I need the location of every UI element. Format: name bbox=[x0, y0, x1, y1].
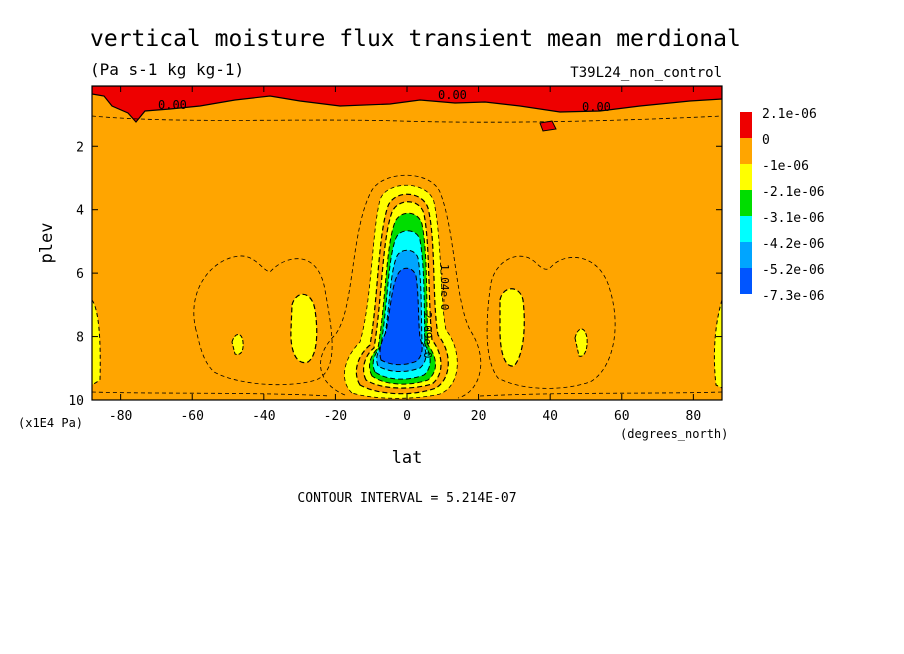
x-tick-label: -40 bbox=[252, 409, 275, 424]
x-axis: -80 -60 -40 -20 0 20 40 60 80 bbox=[109, 86, 701, 424]
legend-label: -7.3e-06 bbox=[762, 289, 825, 304]
y-tick-label: 2 bbox=[76, 140, 84, 155]
north-contour-outer bbox=[486, 255, 616, 389]
x-tick-label: 40 bbox=[542, 409, 558, 424]
legend-label: -4.2e-06 bbox=[762, 237, 825, 252]
dashed-contour bbox=[92, 115, 722, 123]
chart-title: vertical moisture flux transient mean me… bbox=[90, 26, 741, 52]
legend: 2.1e-06 0 -1e-06 -2.1e-06 -3.1e-06 -4.2e-06 -5… bbox=[740, 107, 825, 304]
legend-label: 2.1e-06 bbox=[762, 107, 817, 122]
plot-area bbox=[92, 86, 722, 400]
x-tick-label: 60 bbox=[614, 409, 630, 424]
south-pole-yellow-edge bbox=[92, 299, 101, 386]
upper-positive-region bbox=[92, 86, 722, 123]
x-tick-label: 80 bbox=[686, 409, 702, 424]
legend-label: 0 bbox=[762, 133, 770, 148]
north-yellow-spot bbox=[499, 288, 525, 367]
south-contour-outer bbox=[193, 255, 333, 386]
legend-swatch bbox=[740, 216, 752, 242]
contour-label: 1.04e-0 bbox=[438, 264, 451, 310]
y-tick-label: 10 bbox=[68, 394, 84, 409]
legend-label: -5.2e-06 bbox=[762, 263, 825, 278]
legend-swatch bbox=[740, 242, 752, 268]
contour-label: 0.00 bbox=[438, 88, 467, 102]
north-pole-yellow-edge bbox=[713, 299, 722, 389]
x-axis-label: lat bbox=[392, 448, 423, 468]
x-tick-label: -60 bbox=[180, 409, 203, 424]
lower-dashed-contour-n bbox=[479, 391, 722, 397]
contour-label: 0.00 bbox=[158, 98, 187, 112]
chart-units: (Pa s-1 kg kg-1) bbox=[90, 60, 244, 79]
north-yellow-spot-small bbox=[574, 328, 588, 357]
y-axis: 2 4 6 8 10 bbox=[68, 140, 722, 409]
contour-interval: CONTOUR INTERVAL = 5.214E-07 bbox=[297, 491, 516, 506]
legend-swatch bbox=[740, 268, 752, 294]
contour-label: 2.09e-0 bbox=[421, 312, 434, 358]
legend-swatch bbox=[740, 138, 752, 164]
tropical-blue-core bbox=[379, 267, 423, 366]
south-yellow-spot-small bbox=[231, 334, 244, 355]
lower-dashed-contour bbox=[92, 391, 331, 397]
legend-label: -1e-06 bbox=[762, 159, 809, 174]
x-tick-label: -20 bbox=[324, 409, 347, 424]
y-axis-units: (x1E4 Pa) bbox=[18, 416, 83, 430]
x-tick-label: 20 bbox=[471, 409, 487, 424]
y-tick-label: 4 bbox=[76, 204, 84, 219]
legend-label: -3.1e-06 bbox=[762, 211, 825, 226]
x-axis-units: (degrees_north) bbox=[620, 427, 728, 441]
y-axis-label: plev bbox=[37, 223, 57, 264]
legend-swatch bbox=[740, 190, 752, 216]
legend-swatch bbox=[740, 112, 752, 138]
legend-label: -2.1e-06 bbox=[762, 185, 825, 200]
x-tick-label: 0 bbox=[403, 409, 411, 424]
x-tick-label: -80 bbox=[109, 409, 132, 424]
y-tick-label: 6 bbox=[76, 267, 84, 282]
run-label: T39L24_non_control bbox=[570, 65, 722, 81]
contour-label: 0.00 bbox=[582, 100, 611, 114]
legend-swatch bbox=[740, 164, 752, 190]
south-yellow-spot bbox=[290, 293, 318, 364]
y-tick-label: 8 bbox=[76, 331, 84, 346]
